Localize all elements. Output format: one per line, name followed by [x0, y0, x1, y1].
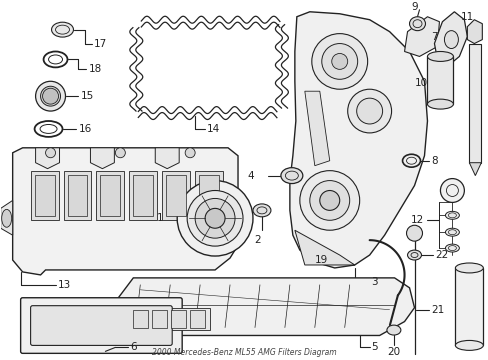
Bar	[133, 310, 148, 328]
Circle shape	[115, 148, 125, 158]
Ellipse shape	[51, 22, 73, 37]
Polygon shape	[404, 17, 439, 57]
Bar	[133, 175, 153, 216]
Polygon shape	[304, 91, 329, 166]
Ellipse shape	[386, 325, 400, 335]
Text: 13: 13	[58, 280, 71, 290]
Text: 10: 10	[413, 78, 427, 88]
Polygon shape	[90, 148, 114, 168]
Text: 15: 15	[81, 91, 94, 101]
Polygon shape	[433, 12, 467, 66]
Polygon shape	[118, 278, 414, 336]
Text: 19: 19	[314, 255, 327, 265]
Ellipse shape	[408, 17, 425, 31]
Bar	[130, 308, 210, 329]
Text: 14: 14	[207, 124, 220, 134]
Circle shape	[204, 208, 224, 228]
Circle shape	[347, 89, 391, 133]
Text: 21: 21	[430, 305, 444, 315]
Text: 17: 17	[93, 39, 106, 49]
Text: 16: 16	[78, 124, 92, 134]
Bar	[96, 171, 124, 220]
Circle shape	[45, 148, 56, 158]
Circle shape	[177, 181, 252, 256]
Bar	[162, 171, 190, 220]
Polygon shape	[467, 20, 481, 44]
Text: 20: 20	[386, 347, 400, 357]
Circle shape	[440, 179, 464, 202]
Text: 7: 7	[430, 32, 437, 42]
Text: 18: 18	[88, 64, 102, 75]
Polygon shape	[294, 230, 354, 265]
Bar	[35, 175, 55, 216]
Bar	[199, 175, 219, 216]
Bar	[31, 171, 59, 220]
Bar	[171, 310, 186, 328]
Text: 22: 22	[435, 250, 448, 260]
Text: 1: 1	[156, 213, 163, 223]
Polygon shape	[155, 148, 179, 168]
Ellipse shape	[252, 204, 270, 217]
Ellipse shape	[407, 250, 421, 260]
Polygon shape	[36, 148, 60, 168]
Ellipse shape	[454, 263, 482, 273]
Ellipse shape	[1, 210, 12, 227]
Bar	[67, 175, 87, 216]
Bar	[63, 171, 91, 220]
Ellipse shape	[445, 211, 458, 219]
FancyBboxPatch shape	[20, 298, 182, 354]
Circle shape	[187, 190, 243, 246]
Ellipse shape	[36, 81, 65, 111]
Text: 2: 2	[254, 235, 261, 245]
Circle shape	[195, 198, 235, 238]
Text: 4: 4	[247, 171, 253, 181]
Ellipse shape	[41, 86, 61, 106]
Bar	[427, 57, 452, 104]
Bar	[190, 310, 204, 328]
Text: 6: 6	[130, 342, 137, 352]
Text: 3: 3	[371, 277, 378, 287]
Polygon shape	[0, 201, 13, 235]
Bar	[129, 171, 157, 220]
Bar	[468, 44, 480, 163]
Polygon shape	[13, 148, 238, 275]
Text: 8: 8	[430, 156, 437, 166]
Circle shape	[331, 54, 347, 69]
Bar	[152, 310, 167, 328]
Ellipse shape	[427, 99, 452, 109]
Bar	[454, 268, 482, 345]
Ellipse shape	[427, 51, 452, 62]
Circle shape	[185, 148, 195, 158]
Text: 11: 11	[460, 12, 473, 22]
Text: 2000 Mercedes-Benz ML55 AMG Filters Diagram: 2000 Mercedes-Benz ML55 AMG Filters Diag…	[151, 348, 336, 357]
Text: 9: 9	[410, 2, 417, 12]
Ellipse shape	[444, 31, 457, 49]
Circle shape	[406, 225, 422, 241]
Bar	[195, 171, 223, 220]
Circle shape	[356, 98, 382, 124]
Circle shape	[311, 33, 367, 89]
Polygon shape	[468, 163, 480, 176]
Ellipse shape	[445, 244, 458, 252]
Bar	[166, 175, 186, 216]
Text: 12: 12	[410, 215, 424, 225]
Polygon shape	[289, 12, 427, 268]
Bar	[100, 175, 120, 216]
Circle shape	[309, 181, 349, 220]
Ellipse shape	[454, 341, 482, 350]
Ellipse shape	[280, 168, 302, 184]
Circle shape	[319, 190, 339, 210]
Circle shape	[321, 44, 357, 79]
Text: 5: 5	[371, 342, 378, 352]
Circle shape	[299, 171, 359, 230]
FancyBboxPatch shape	[31, 306, 172, 345]
Circle shape	[42, 88, 59, 104]
Ellipse shape	[445, 228, 458, 236]
